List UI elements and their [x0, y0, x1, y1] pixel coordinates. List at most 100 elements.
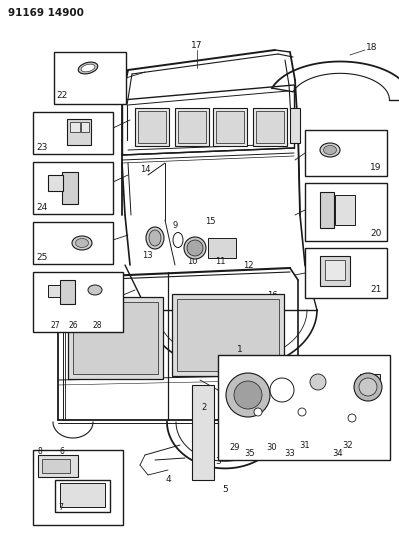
Text: 8: 8: [38, 448, 43, 456]
Bar: [70, 122, 80, 132]
Text: 27: 27: [50, 320, 60, 329]
Ellipse shape: [198, 433, 202, 437]
Bar: [208, 238, 236, 258]
Ellipse shape: [149, 230, 161, 246]
Ellipse shape: [324, 146, 336, 155]
Bar: [138, 111, 166, 143]
Text: 22: 22: [56, 92, 67, 101]
Ellipse shape: [187, 240, 203, 256]
Text: 12: 12: [243, 261, 253, 270]
Bar: [33, 222, 113, 264]
Bar: [33, 162, 113, 214]
Text: 14: 14: [140, 166, 150, 174]
Text: 35: 35: [245, 448, 255, 457]
Ellipse shape: [75, 238, 89, 247]
Bar: [42, 459, 70, 473]
Text: 3: 3: [215, 457, 221, 466]
Ellipse shape: [320, 143, 340, 157]
Ellipse shape: [81, 64, 95, 72]
Bar: [60, 483, 105, 507]
Bar: [33, 272, 123, 332]
Text: 32: 32: [343, 440, 353, 449]
Text: 5: 5: [222, 486, 228, 495]
Bar: [320, 256, 350, 286]
Text: 19: 19: [370, 164, 382, 173]
Text: 30: 30: [267, 442, 277, 451]
Bar: [325, 260, 345, 280]
Circle shape: [310, 374, 326, 390]
Text: 10: 10: [187, 256, 197, 265]
Text: 20: 20: [370, 230, 382, 238]
Text: 7: 7: [58, 504, 63, 513]
Text: 26: 26: [68, 320, 78, 329]
Circle shape: [359, 378, 377, 396]
Text: 4: 4: [165, 475, 171, 484]
Bar: [305, 183, 387, 241]
Circle shape: [226, 373, 270, 417]
Bar: [38, 455, 78, 477]
Bar: [48, 285, 60, 297]
Bar: [135, 108, 169, 146]
Bar: [305, 248, 387, 298]
Bar: [175, 108, 209, 146]
Bar: [192, 385, 214, 480]
Bar: [172, 294, 284, 376]
Text: 28: 28: [92, 320, 102, 329]
Bar: [178, 111, 206, 143]
Circle shape: [234, 381, 262, 409]
Bar: [54, 52, 126, 104]
Circle shape: [254, 408, 262, 416]
Ellipse shape: [173, 232, 183, 247]
Text: 25: 25: [36, 253, 48, 262]
Bar: [253, 108, 287, 146]
Bar: [81, 122, 89, 132]
Ellipse shape: [198, 403, 202, 407]
Text: 6: 6: [59, 448, 64, 456]
Text: 16: 16: [267, 290, 277, 300]
Bar: [177, 299, 279, 371]
Ellipse shape: [198, 443, 202, 447]
Text: 29: 29: [230, 442, 240, 451]
Ellipse shape: [88, 285, 102, 295]
Bar: [68, 297, 163, 379]
Text: 11: 11: [215, 257, 225, 266]
Text: 21: 21: [370, 286, 382, 295]
Bar: [305, 130, 387, 176]
Text: 34: 34: [333, 448, 343, 457]
Bar: [55, 480, 110, 512]
Bar: [218, 355, 390, 460]
Text: 17: 17: [191, 42, 203, 51]
Text: 31: 31: [300, 440, 310, 449]
Bar: [33, 112, 113, 154]
Ellipse shape: [198, 393, 202, 397]
Bar: [335, 195, 355, 225]
Circle shape: [348, 414, 356, 422]
Bar: [60, 280, 75, 304]
Bar: [62, 172, 78, 204]
Text: 91169 14900: 91169 14900: [8, 8, 84, 18]
Bar: [360, 374, 380, 382]
Bar: [290, 108, 300, 143]
Text: 2: 2: [201, 403, 207, 413]
Ellipse shape: [198, 453, 202, 457]
Ellipse shape: [198, 423, 202, 427]
Bar: [320, 192, 334, 228]
Ellipse shape: [198, 413, 202, 417]
Bar: [213, 108, 247, 146]
Circle shape: [354, 373, 382, 401]
Text: 13: 13: [142, 251, 152, 260]
Text: 24: 24: [36, 203, 47, 212]
Bar: [67, 119, 91, 145]
Ellipse shape: [78, 62, 98, 74]
Circle shape: [298, 408, 306, 416]
Bar: [33, 450, 123, 525]
Bar: [256, 111, 284, 143]
Bar: [216, 111, 244, 143]
Ellipse shape: [146, 227, 164, 249]
Ellipse shape: [72, 236, 92, 250]
Bar: [48, 175, 63, 191]
Ellipse shape: [184, 237, 206, 259]
Text: 15: 15: [205, 217, 215, 227]
Text: 9: 9: [172, 221, 178, 230]
Circle shape: [270, 378, 294, 402]
